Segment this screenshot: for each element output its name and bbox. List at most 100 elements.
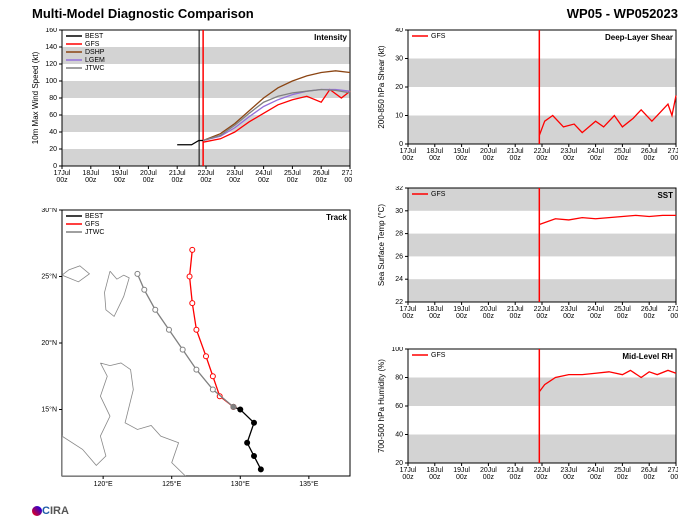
svg-text:00z: 00z xyxy=(85,177,97,184)
svg-text:120: 120 xyxy=(45,61,57,68)
svg-text:Intensity: Intensity xyxy=(314,33,347,42)
svg-text:80: 80 xyxy=(49,95,57,102)
svg-text:00z: 00z xyxy=(483,313,495,320)
svg-text:10: 10 xyxy=(395,113,403,120)
svg-text:00z: 00z xyxy=(536,313,548,320)
svg-text:18Jul: 18Jul xyxy=(426,306,443,313)
svg-text:00z: 00z xyxy=(429,313,441,320)
svg-text:00z: 00z xyxy=(563,313,575,320)
svg-text:17Jul: 17Jul xyxy=(400,148,417,155)
svg-text:00z: 00z xyxy=(644,474,656,481)
svg-text:00z: 00z xyxy=(483,155,495,162)
svg-text:30: 30 xyxy=(395,208,403,215)
svg-text:22Jul: 22Jul xyxy=(198,170,215,177)
svg-text:00z: 00z xyxy=(402,313,414,320)
svg-text:24Jul: 24Jul xyxy=(587,148,604,155)
svg-text:25Jul: 25Jul xyxy=(614,148,631,155)
svg-text:00z: 00z xyxy=(590,155,602,162)
svg-text:700-500 hPa Humidity (%): 700-500 hPa Humidity (%) xyxy=(378,359,386,453)
svg-text:32: 32 xyxy=(395,186,403,192)
svg-text:JTWC: JTWC xyxy=(85,65,104,72)
svg-text:GFS: GFS xyxy=(85,221,100,228)
svg-text:125°E: 125°E xyxy=(162,480,181,488)
rh-chart: 2040608010017Jul00z18Jul00z19Jul00z20Jul… xyxy=(378,347,678,485)
svg-text:Sea Surface Temp (°C): Sea Surface Temp (°C) xyxy=(378,204,386,287)
svg-text:60: 60 xyxy=(49,112,57,119)
svg-text:GFS: GFS xyxy=(431,33,446,40)
svg-text:00z: 00z xyxy=(200,177,212,184)
svg-text:22Jul: 22Jul xyxy=(534,148,551,155)
svg-text:200-850 hPa Shear (kt): 200-850 hPa Shear (kt) xyxy=(378,45,386,128)
svg-text:26Jul: 26Jul xyxy=(641,148,658,155)
svg-text:30: 30 xyxy=(395,56,403,63)
svg-text:00z: 00z xyxy=(670,474,678,481)
svg-text:24Jul: 24Jul xyxy=(255,170,272,177)
svg-text:23Jul: 23Jul xyxy=(226,170,243,177)
svg-text:19Jul: 19Jul xyxy=(453,148,470,155)
svg-text:21Jul: 21Jul xyxy=(507,148,524,155)
svg-text:00z: 00z xyxy=(456,313,468,320)
svg-text:120°E: 120°E xyxy=(94,480,113,488)
svg-text:20Jul: 20Jul xyxy=(480,306,497,313)
svg-text:20Jul: 20Jul xyxy=(480,467,497,474)
svg-text:0: 0 xyxy=(399,141,403,148)
svg-text:00z: 00z xyxy=(563,474,575,481)
svg-text:100: 100 xyxy=(391,347,403,353)
svg-text:80: 80 xyxy=(395,375,403,382)
svg-text:00z: 00z xyxy=(229,177,241,184)
svg-text:27Jul: 27Jul xyxy=(342,170,352,177)
svg-text:26Jul: 26Jul xyxy=(641,467,658,474)
svg-text:24Jul: 24Jul xyxy=(587,467,604,474)
svg-text:00z: 00z xyxy=(143,177,155,184)
svg-text:20: 20 xyxy=(49,146,57,153)
svg-text:DSHP: DSHP xyxy=(85,49,105,56)
svg-text:00z: 00z xyxy=(316,177,328,184)
sst-chart: 22242628303217Jul00z18Jul00z19Jul00z20Ju… xyxy=(378,186,678,324)
shear-chart: 01020304017Jul00z18Jul00z19Jul00z20Jul00… xyxy=(378,28,678,166)
svg-text:00z: 00z xyxy=(617,474,629,481)
svg-text:LGEM: LGEM xyxy=(85,57,105,64)
svg-text:135°E: 135°E xyxy=(299,480,318,488)
dashboard-container: Multi-Model Diagnostic Comparison WP05 -… xyxy=(0,0,700,525)
svg-text:19Jul: 19Jul xyxy=(453,306,470,313)
svg-text:00z: 00z xyxy=(172,177,184,184)
svg-text:15°N: 15°N xyxy=(41,406,57,414)
main-title: Multi-Model Diagnostic Comparison xyxy=(32,6,254,21)
svg-text:00z: 00z xyxy=(510,155,522,162)
svg-text:26Jul: 26Jul xyxy=(313,170,330,177)
svg-text:BEST: BEST xyxy=(85,33,104,40)
svg-text:19Jul: 19Jul xyxy=(453,467,470,474)
cira-logo: CIRA xyxy=(32,505,69,517)
svg-text:00z: 00z xyxy=(590,474,602,481)
track-map: 15°N20°N25°N30°N120°E125°E130°E135°ETrac… xyxy=(32,208,352,498)
svg-text:SST: SST xyxy=(657,191,673,200)
svg-text:25°N: 25°N xyxy=(41,273,57,281)
svg-text:17Jul: 17Jul xyxy=(54,170,71,177)
svg-text:26: 26 xyxy=(395,253,403,260)
svg-text:20: 20 xyxy=(395,460,403,467)
svg-text:10m Max Wind Speed (kt): 10m Max Wind Speed (kt) xyxy=(32,51,40,144)
svg-text:00z: 00z xyxy=(456,155,468,162)
svg-text:22: 22 xyxy=(395,299,403,306)
svg-text:00z: 00z xyxy=(258,177,270,184)
svg-text:00z: 00z xyxy=(402,474,414,481)
svg-text:22Jul: 22Jul xyxy=(534,467,551,474)
svg-text:00z: 00z xyxy=(56,177,68,184)
svg-text:18Jul: 18Jul xyxy=(426,148,443,155)
svg-text:40: 40 xyxy=(395,28,403,34)
svg-text:00z: 00z xyxy=(590,313,602,320)
svg-text:23Jul: 23Jul xyxy=(560,467,577,474)
svg-text:26Jul: 26Jul xyxy=(641,306,658,313)
svg-text:17Jul: 17Jul xyxy=(400,306,417,313)
svg-text:00z: 00z xyxy=(114,177,126,184)
svg-text:60: 60 xyxy=(395,403,403,410)
logo-icon xyxy=(32,506,42,516)
svg-text:27Jul: 27Jul xyxy=(668,306,678,313)
svg-text:21Jul: 21Jul xyxy=(169,170,186,177)
svg-text:24: 24 xyxy=(395,276,403,283)
svg-text:21Jul: 21Jul xyxy=(507,467,524,474)
svg-text:17Jul: 17Jul xyxy=(400,467,417,474)
svg-text:GFS: GFS xyxy=(431,191,446,198)
svg-text:00z: 00z xyxy=(670,313,678,320)
svg-text:23Jul: 23Jul xyxy=(560,148,577,155)
